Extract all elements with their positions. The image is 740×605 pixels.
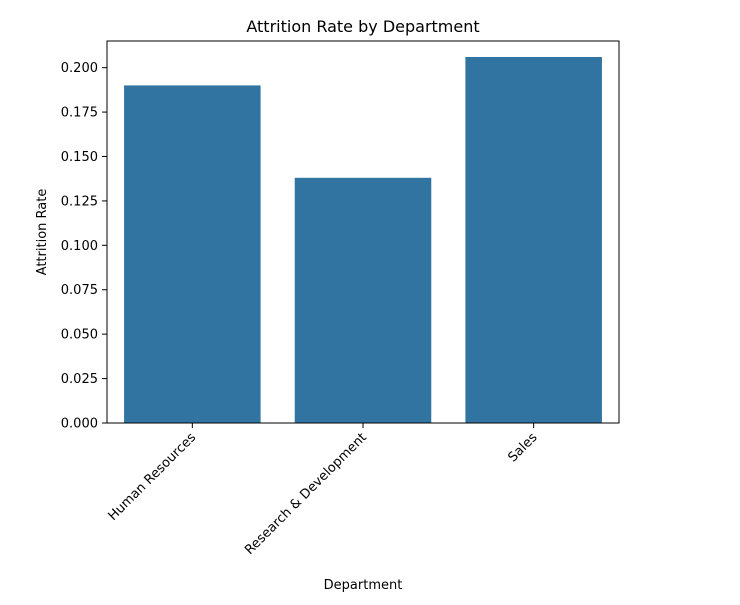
y-axis-label: Attrition Rate [35, 189, 50, 276]
x-axis: Human Resources Research & Development Sal… [106, 423, 541, 558]
y-tick-label-2: 0.050 [61, 328, 98, 343]
bar-0 [124, 85, 261, 423]
x-tick-label-0: Human Resources [106, 430, 200, 524]
y-tick-label-5: 0.125 [61, 194, 98, 209]
x-tick-label-1: Research & Development [242, 430, 370, 558]
chart-title: Attrition Rate by Department [246, 17, 479, 36]
y-tick-label-6: 0.150 [61, 150, 98, 165]
bar-2 [465, 56, 602, 424]
y-axis: 0.000 0.025 0.050 0.075 0.100 0.125 0.150 0.175… [61, 61, 107, 432]
y-tick-label-1: 0.025 [61, 372, 98, 387]
plot-frame [106, 40, 620, 424]
bar-1 [294, 177, 432, 423]
x-tick-label-2: Sales [505, 430, 540, 465]
y-tick-label-7: 0.175 [61, 106, 98, 121]
y-tick-label-4: 0.100 [61, 239, 98, 254]
y-tick-label-3: 0.075 [61, 283, 98, 298]
bars-group [124, 56, 602, 424]
x-axis-label: Department [324, 578, 403, 593]
y-tick-label-8: 0.200 [61, 61, 98, 76]
y-tick-label-0: 0.000 [61, 417, 98, 432]
